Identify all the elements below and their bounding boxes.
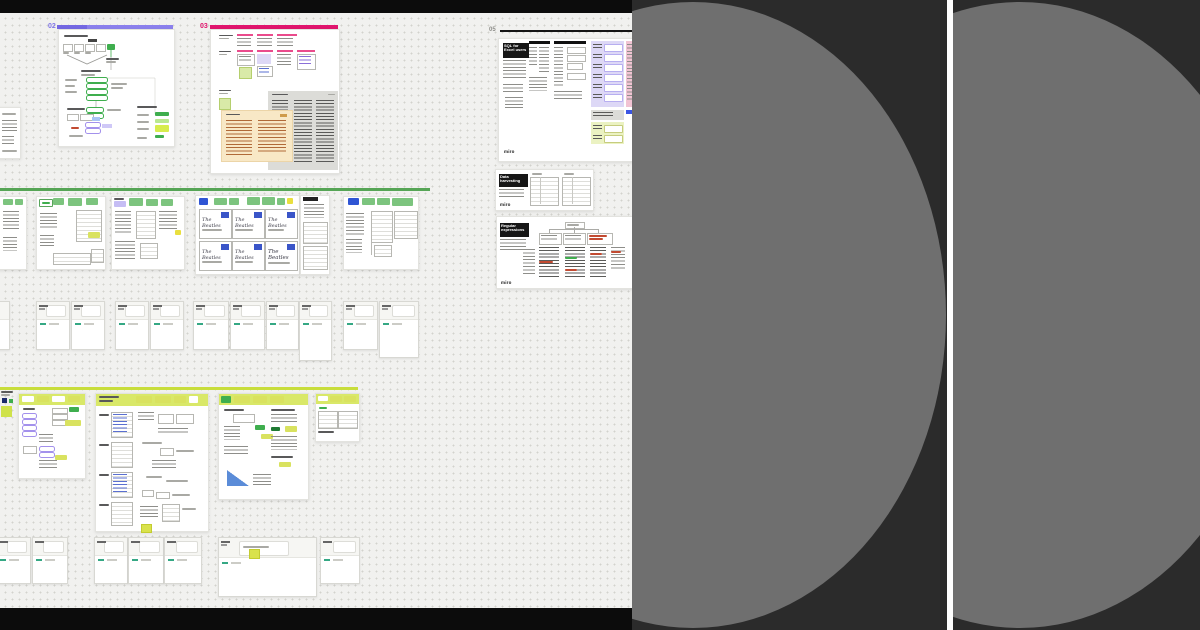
frame03-header-bar [210, 25, 338, 29]
card[interactable] [128, 537, 164, 584]
green-sticky[interactable] [219, 97, 231, 110]
frame02-header-bar-accent [57, 25, 87, 29]
green-section-band [0, 188, 430, 191]
card[interactable] [266, 301, 299, 350]
app-logo-chip [348, 198, 359, 205]
beatles-frame[interactable]: The Beatles The Beatles The Beatles The … [195, 195, 300, 275]
green-frame-1[interactable] [36, 196, 106, 270]
green-frame-partial[interactable] [0, 196, 27, 270]
frame05-body[interactable]: SQL for Excel users [498, 37, 632, 162]
card[interactable] [115, 301, 149, 350]
album-card[interactable]: The Beatles [199, 241, 232, 271]
lavender-panel[interactable] [591, 40, 624, 107]
card[interactable] [193, 301, 229, 350]
miro-logo: miro [501, 280, 512, 285]
card[interactable] [32, 537, 68, 584]
lavender-chip [114, 201, 126, 207]
navy-sticky[interactable] [2, 398, 7, 403]
frame05-header-bar [500, 29, 632, 32]
regular-expressions-frame[interactable]: Regular expressions [496, 216, 632, 289]
gray-circle-1 [632, 2, 946, 628]
card[interactable] [150, 301, 184, 350]
green-frame-2[interactable] [111, 196, 185, 270]
lime-sticky-note[interactable] [141, 524, 152, 533]
miro-logo: miro [504, 148, 515, 154]
lime-frame-4[interactable] [315, 393, 360, 442]
orange-panel[interactable] [221, 109, 293, 162]
partial-frame-left[interactable] [0, 107, 21, 159]
app-logo-chip [199, 198, 208, 205]
dark-panel-1 [632, 0, 947, 630]
mini-area-chart [227, 470, 249, 486]
top-letterbox-bar [0, 0, 632, 13]
frame05-label[interactable]: 05 [489, 27, 496, 33]
card[interactable] [299, 301, 332, 361]
album-card[interactable]: The Beatles [265, 241, 298, 271]
narrow-frame[interactable] [300, 195, 330, 275]
album-card[interactable]: The Beatles [199, 209, 232, 239]
card[interactable] [164, 537, 202, 584]
frame02-header-bar [57, 25, 173, 29]
card[interactable] [230, 301, 265, 350]
card[interactable] [71, 301, 105, 350]
miro-logo: miro [500, 202, 511, 207]
frame02-label[interactable]: 02 [48, 23, 56, 30]
yellow-highlight [175, 230, 181, 235]
lime-frame-3[interactable] [218, 393, 309, 500]
green-frame-3[interactable] [343, 196, 419, 270]
lime-frame-2[interactable] [95, 393, 209, 532]
gray-circle-2 [953, 2, 1200, 628]
green-sticky-mini[interactable] [9, 399, 13, 403]
card[interactable] [320, 537, 360, 584]
pink-strip [626, 40, 632, 107]
frame03-body[interactable] [210, 28, 340, 174]
panel-divider [947, 0, 953, 630]
light-green-panel [591, 121, 624, 144]
frame02-body[interactable] [58, 29, 175, 147]
lime-highlight [88, 232, 100, 238]
lime-frame-1[interactable] [18, 393, 86, 479]
card[interactable] [36, 301, 70, 350]
yellow-sticky [287, 198, 293, 204]
album-card[interactable]: The Beatles [232, 209, 265, 239]
bottom-letterbox-bar [0, 608, 632, 630]
dark-panel-2 [953, 0, 1200, 630]
big-card[interactable]: ​ [218, 537, 317, 597]
album-card[interactable]: The Beatles [265, 209, 298, 239]
album-card[interactable]: The Beatles [232, 241, 265, 271]
lime-section-band [0, 387, 358, 390]
card[interactable] [94, 537, 128, 584]
whiteboard-canvas[interactable]: 02 [0, 0, 632, 630]
card[interactable] [0, 301, 10, 350]
data-harvesting-frame[interactable]: Data harvesting miro [495, 169, 594, 211]
frame05-title-sticky[interactable]: SQL for Excel users [503, 42, 529, 58]
green-node [107, 44, 115, 50]
data-harvesting-title-sticky[interactable]: Data harvesting [499, 174, 528, 187]
card[interactable] [343, 301, 378, 350]
card[interactable] [379, 301, 419, 358]
frame03-label[interactable]: 03 [200, 23, 208, 30]
green-sticky[interactable] [239, 66, 252, 79]
lime-sticky-note[interactable] [249, 549, 260, 559]
card[interactable] [0, 537, 31, 584]
regex-title-sticky[interactable]: Regular expressions [500, 223, 529, 237]
lime-sticky[interactable] [1, 406, 12, 417]
